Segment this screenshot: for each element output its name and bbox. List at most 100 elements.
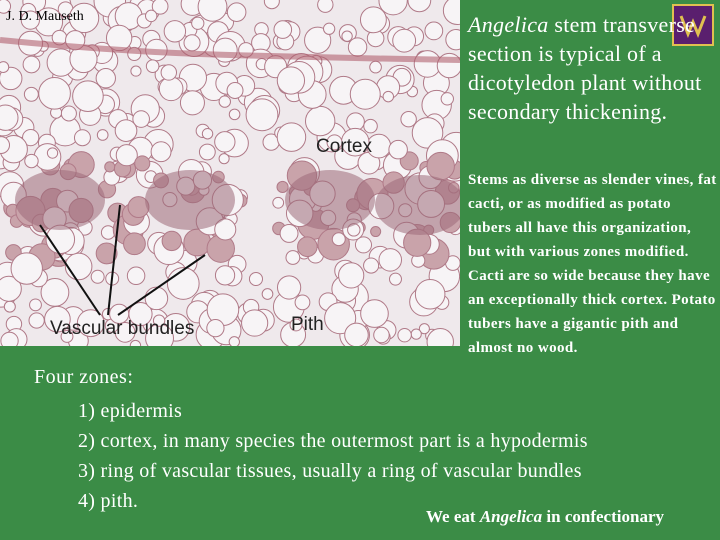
cell — [360, 299, 389, 328]
cell — [410, 328, 422, 340]
cell — [341, 30, 353, 42]
cell — [0, 136, 11, 154]
cell — [114, 321, 136, 343]
cell — [214, 265, 236, 286]
cell — [388, 139, 408, 160]
cell — [100, 225, 116, 240]
cell — [397, 327, 412, 343]
cell — [46, 147, 59, 159]
cell — [392, 28, 417, 53]
cell — [285, 250, 301, 265]
cell — [145, 59, 160, 73]
cell — [305, 105, 336, 137]
zone-item: 1) epidermis — [78, 400, 183, 422]
cell — [0, 275, 22, 302]
cell — [166, 267, 200, 300]
cell — [273, 20, 293, 39]
cell — [241, 309, 269, 337]
cell — [373, 326, 390, 344]
vascular-label: Vascular bundles — [50, 318, 194, 339]
cell — [0, 66, 23, 91]
cell — [248, 271, 264, 287]
cell — [445, 29, 460, 51]
cell — [226, 2, 247, 22]
title-rest: stem transverse section is typical of a … — [468, 12, 702, 124]
footer: We eat Angelica in confectionary — [426, 507, 664, 527]
cell — [346, 112, 365, 132]
cell — [426, 328, 454, 346]
cell — [72, 80, 104, 112]
cell — [179, 90, 205, 116]
footer-after: in confectionary — [542, 507, 664, 526]
cell — [0, 331, 19, 346]
cell — [95, 68, 116, 89]
cell — [289, 318, 303, 332]
cell — [33, 143, 62, 171]
cell — [378, 248, 403, 272]
cell — [411, 117, 444, 149]
cell — [440, 92, 454, 106]
zone-item: 3) ring of vascular tissues, usually a r… — [78, 460, 582, 482]
cell — [20, 10, 40, 30]
footer-italic: Angelica — [479, 507, 543, 526]
credit: J. D. Mauseth — [6, 9, 84, 24]
cell — [114, 119, 138, 142]
cell — [0, 104, 19, 131]
cell — [414, 278, 446, 310]
cell — [152, 314, 166, 327]
cell — [197, 0, 228, 22]
cell — [68, 2, 100, 34]
cell — [198, 143, 216, 161]
cell — [132, 110, 150, 128]
title: Angelica stem transverse section is typi… — [468, 10, 713, 126]
cell — [304, 26, 332, 54]
cell — [151, 0, 169, 15]
cell — [442, 0, 460, 25]
cell — [73, 129, 91, 147]
cell — [400, 110, 417, 128]
cell — [349, 78, 381, 110]
cell — [130, 65, 142, 77]
cell — [331, 232, 346, 247]
cell — [96, 129, 109, 141]
cell — [201, 128, 214, 140]
zones-heading: Four zones: — [34, 366, 134, 388]
cell — [22, 128, 40, 147]
cell — [38, 76, 71, 110]
cell — [158, 76, 184, 102]
cell — [294, 294, 311, 311]
cell — [344, 322, 369, 346]
cell — [60, 105, 77, 122]
cell — [297, 236, 318, 258]
vascular-bundle — [145, 170, 235, 230]
cell — [22, 55, 41, 74]
cell — [426, 151, 455, 181]
cell — [347, 37, 368, 57]
cell — [163, 20, 187, 43]
cell — [95, 242, 118, 265]
cell — [129, 339, 142, 346]
cell — [276, 66, 306, 95]
cell — [226, 82, 244, 99]
cell — [228, 336, 240, 346]
pith-label: Pith — [291, 314, 324, 335]
cell — [378, 0, 408, 16]
cell — [134, 155, 151, 172]
cell — [363, 118, 378, 134]
cell — [150, 141, 172, 163]
cell — [115, 144, 138, 167]
zone-item: 2) cortex, in many species the outermost… — [78, 430, 588, 452]
cell — [261, 288, 274, 300]
cell — [90, 269, 105, 284]
cell — [413, 50, 442, 78]
cell — [218, 153, 230, 165]
cell — [24, 153, 39, 169]
cell — [183, 34, 201, 52]
cell — [359, 6, 387, 34]
cell — [126, 266, 146, 286]
cell — [160, 64, 178, 81]
cell — [206, 319, 225, 338]
cell — [64, 252, 93, 281]
cortex-label: Cortex — [316, 136, 372, 157]
cell — [324, 302, 357, 335]
